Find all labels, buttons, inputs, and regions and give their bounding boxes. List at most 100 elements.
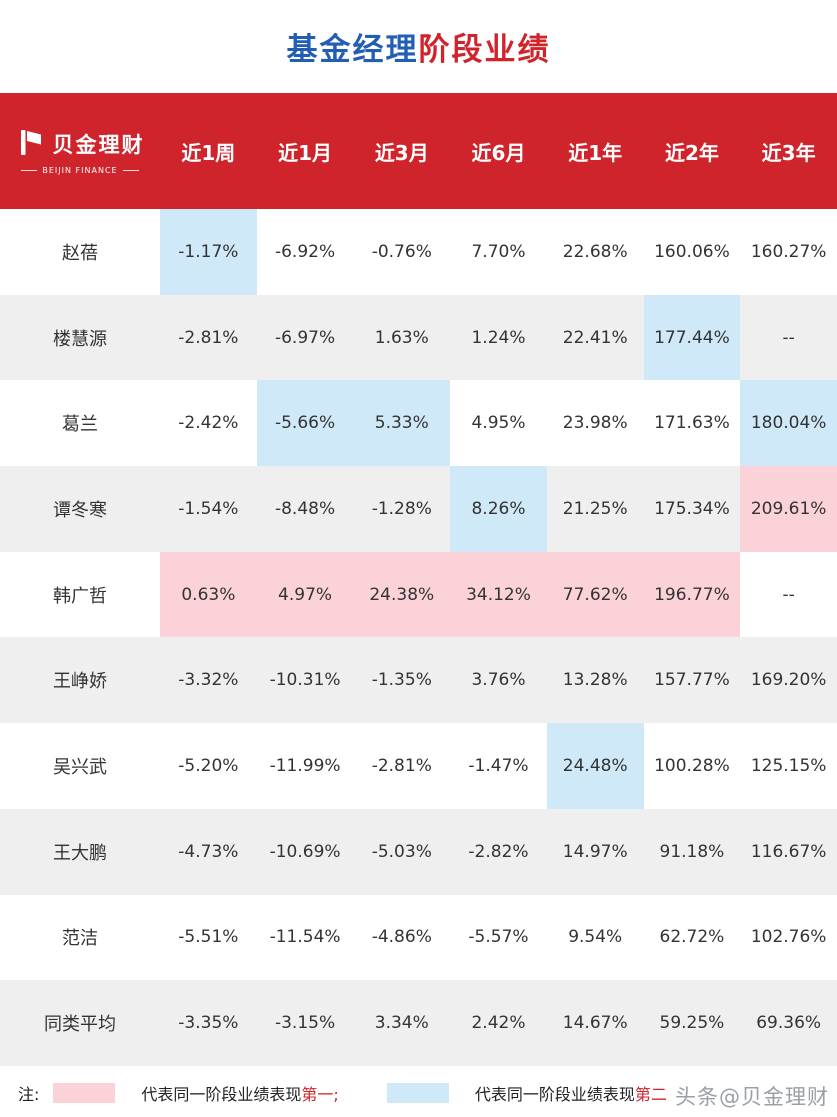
perf-cell: -5.51% bbox=[178, 927, 239, 948]
perf-cell: -1.28% bbox=[371, 498, 432, 519]
perf-cell: 171.63% bbox=[654, 413, 730, 434]
perf-cell: -0.76% bbox=[371, 241, 432, 262]
table-row: 王峥娇 -3.32% -10.31% -1.35% 3.76% 13.28% 157.77%… bbox=[0, 637, 837, 724]
title-bar: 基金经理阶段业绩 bbox=[0, 0, 837, 93]
brand-subtitle: BEIJIN FINANCE bbox=[21, 166, 139, 175]
brand-name: 贝金理财 bbox=[52, 133, 145, 157]
table-row: 楼慧源 -2.81% -6.97% 1.63% 1.24% 22.41% 177.44% -- bbox=[0, 294, 837, 381]
table-row: 葛兰 -2.42% -5.66% 5.33% 4.95% 23.98% 171.63% 180… bbox=[0, 380, 837, 467]
perf-cell: 0.63% bbox=[160, 551, 257, 638]
perf-cell: 13.28% bbox=[562, 670, 628, 691]
perf-cell: -1.54% bbox=[178, 498, 239, 519]
table-row: 范洁 -5.51% -11.54% -4.86% -5.57% 9.54% 62.72% 10… bbox=[0, 894, 837, 981]
perf-cell: 180.04% bbox=[740, 380, 837, 467]
legend-first-label: 代表同一阶段业绩表现第一; bbox=[141, 1081, 338, 1105]
perf-cell: 102.76% bbox=[750, 927, 827, 948]
column-header: 近1年 bbox=[568, 140, 623, 165]
brand-lockup: 贝金理财 bbox=[16, 127, 145, 161]
manager-name: 王峥娇 bbox=[53, 671, 107, 693]
manager-name: 赵蓓 bbox=[62, 242, 98, 264]
column-header: 近1周 bbox=[181, 140, 236, 165]
perf-cell: 160.27% bbox=[750, 241, 827, 262]
perf-cell: 1.24% bbox=[471, 327, 526, 348]
perf-cell: 2.42% bbox=[471, 1013, 526, 1034]
legend-second-em: 第二 bbox=[634, 1084, 667, 1104]
table-row: 赵蓓 -1.17% -6.92% -0.76% 7.70% 22.68% 160.06% 16… bbox=[0, 209, 837, 295]
perf-cell: 34.12% bbox=[450, 551, 547, 638]
perf-cell: -3.15% bbox=[274, 1013, 336, 1034]
perf-cell: 9.54% bbox=[568, 927, 623, 948]
perf-cell: 91.18% bbox=[659, 841, 725, 862]
column-header: 近3年 bbox=[761, 140, 816, 165]
table-row: 王大鹏 -4.73% -10.69% -5.03% -2.82% 14.97% 91.18%… bbox=[0, 808, 837, 895]
perf-cell: 175.34% bbox=[654, 498, 730, 519]
perf-cell: 22.68% bbox=[562, 241, 628, 262]
legend-note: 注: bbox=[18, 1084, 40, 1104]
manager-name: 葛兰 bbox=[62, 414, 98, 436]
perf-cell: 1.63% bbox=[374, 327, 429, 348]
perf-cell: 209.61% bbox=[740, 466, 837, 552]
legend-swatch-second bbox=[386, 1082, 449, 1103]
perf-cell: -5.03% bbox=[371, 841, 432, 862]
legend-second-prefix: 代表同一阶段业绩表现 bbox=[474, 1084, 635, 1104]
manager-name: 吴兴武 bbox=[53, 756, 107, 778]
brand: 贝金理财 BEIJIN FINANCE bbox=[0, 127, 160, 175]
column-header: 近2年 bbox=[664, 140, 719, 165]
table-body: 赵蓓 -1.17% -6.92% -0.76% 7.70% 22.68% 160.06% 16… bbox=[0, 209, 837, 1066]
perf-cell: -11.54% bbox=[269, 927, 341, 948]
perf-cell: 116.67% bbox=[750, 841, 827, 862]
legend-swatch-first bbox=[53, 1082, 116, 1103]
title-part-red: 阶段业绩 bbox=[418, 32, 551, 68]
perf-cell: 177.44% bbox=[643, 294, 741, 381]
perf-cell: -- bbox=[782, 584, 795, 605]
manager-name: 楼慧源 bbox=[53, 328, 107, 350]
legend-second-label: 代表同一阶段业绩表现第二 bbox=[475, 1081, 667, 1105]
perf-cell: 14.97% bbox=[562, 841, 628, 862]
manager-name: 范洁 bbox=[62, 928, 98, 950]
brand-logo-icon bbox=[16, 127, 46, 161]
perf-cell: 100.28% bbox=[654, 755, 730, 776]
perf-cell: 77.62% bbox=[546, 551, 644, 638]
perf-cell: -5.20% bbox=[178, 755, 239, 776]
perf-cell: 8.26% bbox=[450, 466, 547, 552]
perf-cell: 160.06% bbox=[654, 241, 730, 262]
table-header-row: 贝金理财 BEIJIN FINANCE 近1周 近1月 近3月 近6月 近1年 近2年 近3… bbox=[0, 93, 837, 209]
watermark: 头条@贝金理财 bbox=[675, 1085, 829, 1109]
perf-cell: -5.57% bbox=[468, 927, 529, 948]
perf-cell: 59.25% bbox=[659, 1013, 725, 1034]
perf-cell: 169.20% bbox=[750, 670, 827, 691]
perf-cell: -5.66% bbox=[256, 380, 354, 467]
brand-subtitle-rule-right bbox=[122, 170, 139, 171]
perf-cell: 14.67% bbox=[562, 1013, 628, 1034]
perf-cell: 4.97% bbox=[256, 551, 354, 638]
page-title: 基金经理阶段业绩 bbox=[287, 24, 551, 69]
manager-name: 韩广哲 bbox=[53, 585, 107, 607]
table-row: 吴兴武 -5.20% -11.99% -2.81% -1.47% 24.48% 100.28… bbox=[0, 723, 837, 809]
title-part-blue: 基金经理 bbox=[286, 32, 419, 68]
perf-cell: -4.86% bbox=[371, 927, 432, 948]
perf-cell: -1.35% bbox=[371, 670, 432, 691]
legend-first-prefix: 代表同一阶段业绩表现 bbox=[141, 1084, 302, 1104]
perf-cell: -2.82% bbox=[468, 841, 529, 862]
manager-name: 同类平均 bbox=[44, 1014, 116, 1036]
perf-cell: 125.15% bbox=[750, 755, 827, 776]
manager-name: 谭冬寒 bbox=[53, 499, 107, 521]
perf-cell: -3.32% bbox=[178, 670, 239, 691]
perf-cell: 4.95% bbox=[471, 413, 526, 434]
perf-cell: -11.99% bbox=[269, 755, 341, 776]
perf-cell: -6.97% bbox=[274, 327, 336, 348]
perf-cell: 7.70% bbox=[471, 241, 526, 262]
perf-cell: 3.76% bbox=[471, 670, 526, 691]
perf-cell: -8.48% bbox=[274, 498, 336, 519]
perf-cell: 3.34% bbox=[374, 1013, 429, 1034]
perf-cell: -2.81% bbox=[371, 755, 432, 776]
manager-name: 王大鹏 bbox=[53, 842, 107, 864]
brand-subtitle-rule-left bbox=[21, 170, 38, 171]
perf-cell: 157.77% bbox=[654, 670, 730, 691]
perf-cell: -2.81% bbox=[178, 327, 239, 348]
perf-cell: -6.92% bbox=[274, 241, 336, 262]
perf-cell: 196.77% bbox=[643, 551, 741, 638]
perf-cell: 22.41% bbox=[562, 327, 628, 348]
perf-cell: -1.47% bbox=[468, 755, 529, 776]
perf-cell: -2.42% bbox=[178, 413, 239, 434]
